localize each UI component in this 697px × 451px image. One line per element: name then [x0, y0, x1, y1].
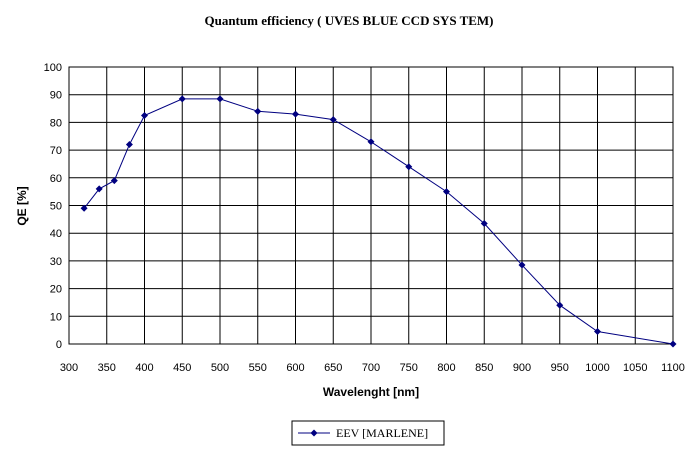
- legend: EEV [MARLENE]: [291, 420, 445, 446]
- x-tick-label: 900: [513, 362, 531, 374]
- x-axis-label: Wavelenght [nm]: [323, 385, 419, 399]
- data-point: [292, 110, 299, 118]
- x-tick-label: 350: [98, 362, 116, 374]
- y-tick-label: 20: [50, 284, 62, 296]
- x-tick-label: 450: [173, 362, 191, 374]
- y-tick-label: 0: [56, 339, 62, 351]
- legend-diamond-marker: [310, 429, 318, 437]
- tick-labels: 0 10 20 30 40 50 60 70 80 90 100 300 350 400 450 500 550…: [44, 62, 685, 374]
- x-tick-label: 850: [475, 362, 493, 374]
- x-tick-label: 1000: [585, 362, 609, 374]
- x-tick-label: 400: [135, 362, 153, 374]
- data-point: [80, 204, 88, 212]
- y-tick-label: 100: [44, 62, 62, 74]
- data-point: [480, 220, 488, 228]
- x-tick-label: 600: [286, 362, 304, 374]
- y-tick-label: 60: [50, 173, 62, 185]
- x-tick-label: 650: [324, 362, 342, 374]
- data-point: [669, 340, 677, 348]
- data-point: [254, 107, 262, 115]
- data-point: [216, 95, 224, 103]
- y-tick-label: 30: [50, 256, 62, 268]
- x-tick-label: 950: [551, 362, 569, 374]
- data-point: [329, 116, 337, 124]
- data-point: [443, 188, 450, 196]
- y-axis-label: QE [%]: [15, 186, 29, 225]
- data-point: [125, 141, 133, 149]
- y-tick-label: 80: [50, 117, 62, 129]
- data-point: [95, 185, 103, 193]
- data-point: [141, 111, 148, 119]
- y-tick-label: 50: [50, 201, 62, 213]
- chart-title: Quantum efficiency ( UVES BLUE CCD SYS T…: [204, 13, 493, 28]
- x-tick-label: 1050: [623, 362, 647, 374]
- x-tick-label: 750: [400, 362, 418, 374]
- data-point: [594, 328, 601, 336]
- legend-box: [291, 420, 445, 446]
- y-tick-label: 70: [50, 145, 62, 157]
- data-point: [556, 301, 564, 309]
- x-tick-label: 700: [362, 362, 380, 374]
- series-line: [83, 98, 674, 345]
- x-tick-label: 1100: [661, 362, 685, 374]
- x-tick-label: 300: [60, 362, 78, 374]
- y-tick-label: 10: [50, 311, 62, 323]
- x-tick-label: 500: [211, 362, 229, 374]
- legend-series-label: EEV [MARLENE]: [336, 426, 428, 440]
- y-tick-label: 90: [50, 90, 62, 102]
- data-point: [367, 138, 375, 146]
- data-point: [178, 95, 186, 103]
- series-layer: [80, 95, 677, 348]
- data-point: [110, 177, 118, 185]
- data-point: [405, 163, 413, 171]
- x-tick-label: 800: [437, 362, 455, 374]
- data-point: [518, 261, 526, 269]
- y-tick-label: 40: [50, 228, 62, 240]
- x-tick-label: 550: [249, 362, 267, 374]
